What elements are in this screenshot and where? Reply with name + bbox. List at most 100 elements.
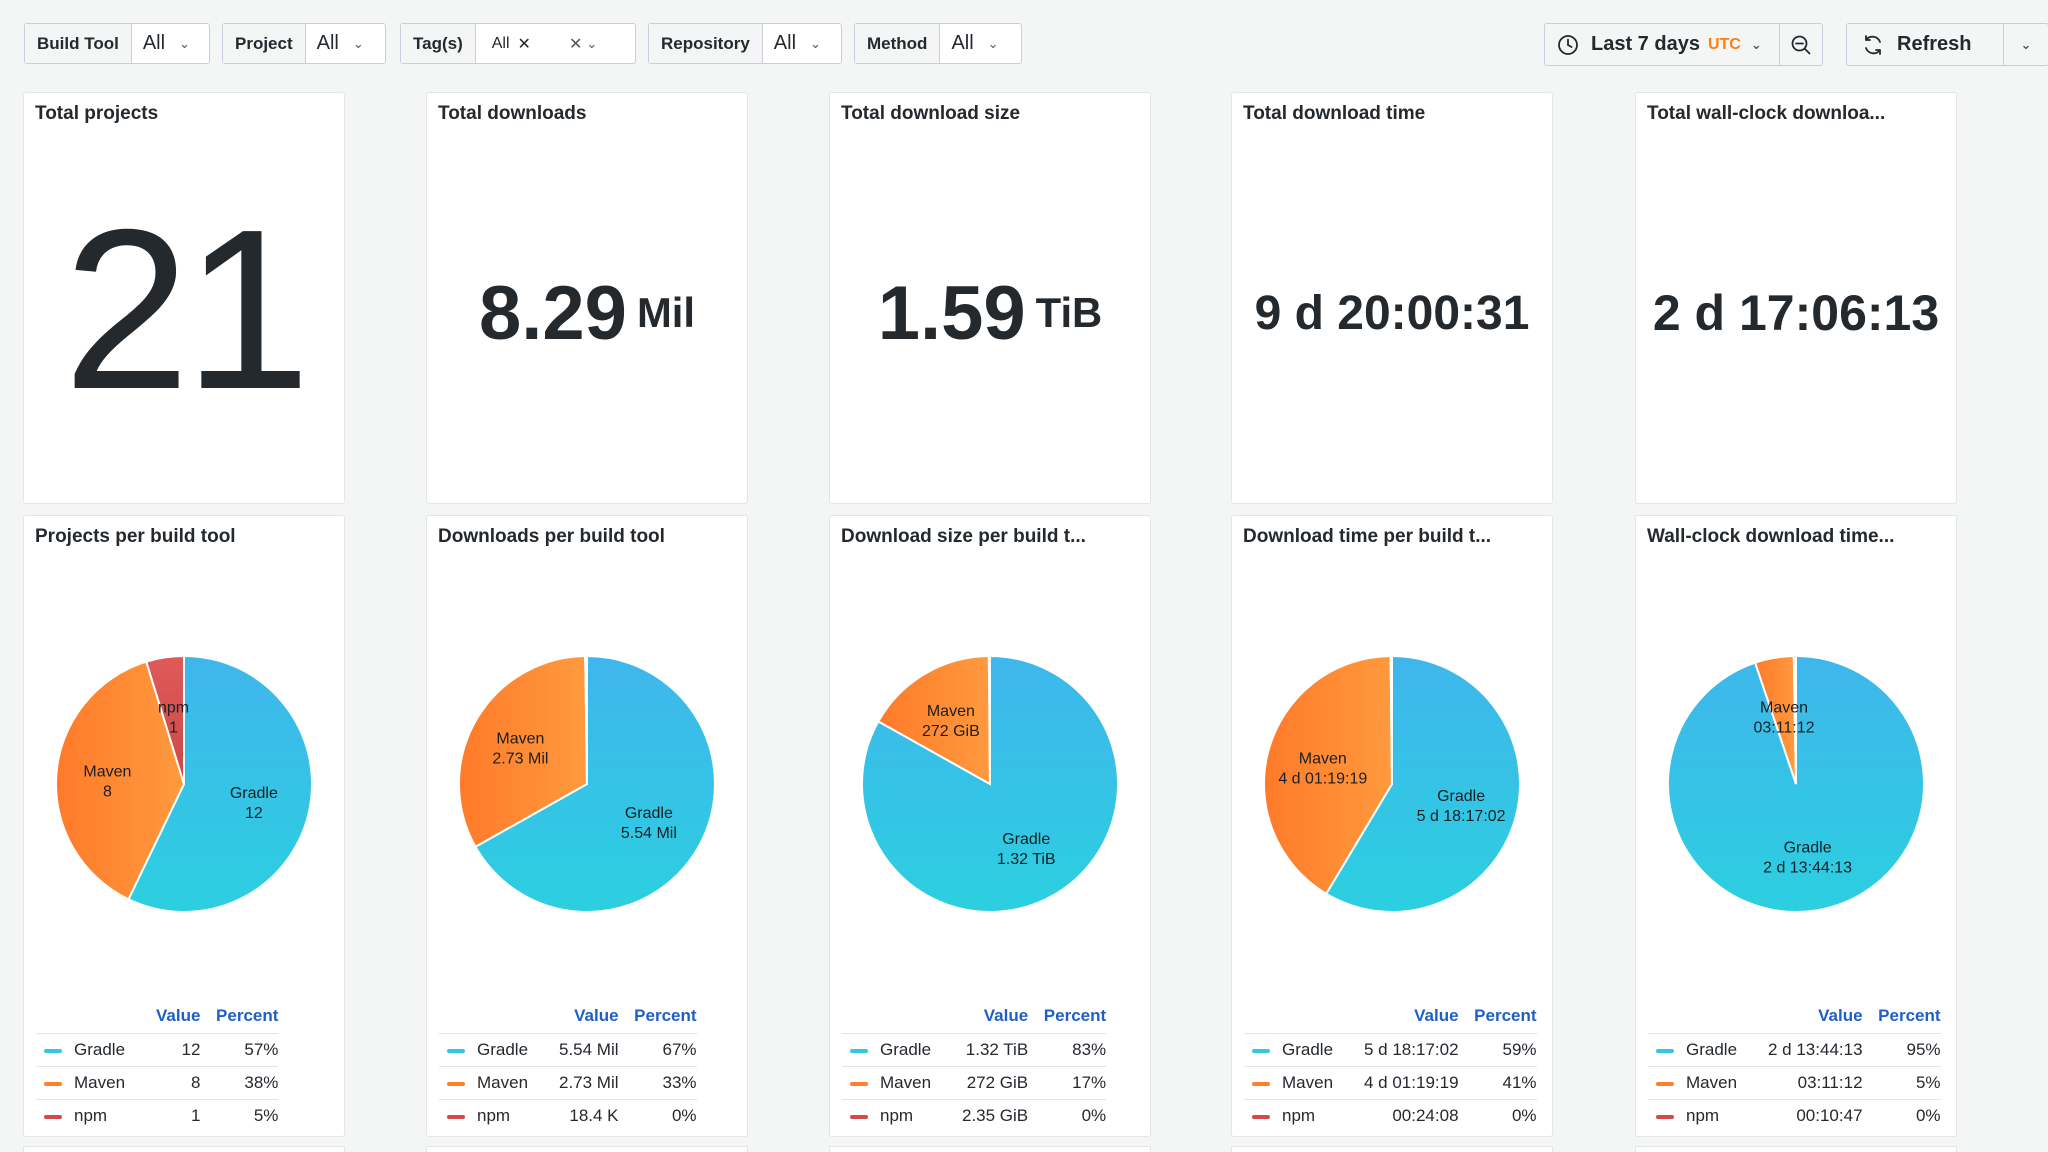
legend-series: npm bbox=[36, 1099, 156, 1132]
tags-select[interactable]: All ✕ ✕ ⌄ bbox=[476, 24, 609, 63]
pie-slice-gradle[interactable] bbox=[1324, 654, 1521, 913]
panel-title: Total download size bbox=[841, 103, 1021, 124]
legend-series-name: Maven bbox=[1282, 1073, 1334, 1092]
legend-swatch bbox=[1252, 1048, 1270, 1053]
chip-remove-icon[interactable]: ✕ bbox=[517, 35, 531, 53]
legend-value: 12 bbox=[156, 1033, 201, 1067]
legend-value: 18.4 K bbox=[559, 1099, 619, 1132]
legend-row[interactable]: Maven 03:11:12 5% bbox=[1648, 1066, 1941, 1100]
stat-number: 9 d 20:00:31 bbox=[1254, 286, 1530, 340]
pie-label-name: Gradle bbox=[1002, 831, 1050, 848]
legend-series-name: Maven bbox=[880, 1073, 932, 1092]
legend-percent-header[interactable]: Percent bbox=[1878, 1006, 1941, 1025]
legend-swatch bbox=[1656, 1048, 1674, 1053]
refresh-button[interactable]: Refresh bbox=[1846, 23, 2004, 66]
legend-value-header[interactable]: Value bbox=[156, 1006, 201, 1025]
legend-row[interactable]: npm 18.4 K 0% bbox=[439, 1099, 697, 1132]
legend-swatch bbox=[44, 1114, 62, 1119]
legend-row[interactable]: Maven 8 38% bbox=[36, 1066, 279, 1100]
time-range-picker[interactable]: Last 7 days UTC ⌄ bbox=[1544, 23, 1780, 66]
legend-value-header[interactable]: Value bbox=[574, 1006, 619, 1025]
legend-series-name: npm bbox=[880, 1106, 914, 1125]
legend-swatch bbox=[1252, 1114, 1270, 1119]
stat-number: 21 bbox=[63, 182, 311, 437]
pie-slice-maven[interactable] bbox=[458, 654, 589, 849]
legend-row[interactable]: npm 00:10:47 0% bbox=[1648, 1099, 1941, 1132]
chevron-down-icon: ⌄ bbox=[2020, 36, 2032, 52]
legend-row[interactable]: Gradle 2 d 13:44:13 95% bbox=[1648, 1033, 1941, 1067]
legend-name-header bbox=[36, 1005, 156, 1034]
refresh-interval-dropdown[interactable]: ⌄ bbox=[2003, 23, 2048, 66]
legend-value: 8 bbox=[156, 1066, 201, 1100]
pie-slice-gradle[interactable] bbox=[127, 654, 313, 913]
pie-label-value: 1.32 TiB bbox=[997, 851, 1056, 868]
pie-slice-maven[interactable] bbox=[1263, 654, 1394, 896]
legend-name-header bbox=[1648, 1005, 1768, 1034]
legend-series-name: npm bbox=[74, 1106, 108, 1125]
panel-title: Total projects bbox=[35, 103, 159, 124]
legend-percent: 17% bbox=[1028, 1066, 1107, 1100]
method-select[interactable]: All ⌄ bbox=[940, 24, 1009, 63]
legend-row[interactable]: Gradle 5.54 Mil 67% bbox=[439, 1033, 697, 1067]
method-label: Method bbox=[855, 24, 941, 63]
legend-percent: 0% bbox=[618, 1099, 697, 1132]
pie-label-name: Maven bbox=[496, 731, 544, 748]
legend-row[interactable]: Gradle 1.32 TiB 83% bbox=[842, 1033, 1107, 1067]
zoom-out-button[interactable] bbox=[1779, 23, 1823, 66]
chevron-down-icon: ⌄ bbox=[987, 35, 999, 51]
chevron-down-icon: ⌄ bbox=[586, 35, 598, 51]
legend-value-header[interactable]: Value bbox=[1818, 1006, 1863, 1025]
legend-value: 2 d 13:44:13 bbox=[1768, 1033, 1863, 1067]
pie-slice-gradle[interactable] bbox=[861, 654, 1119, 913]
pie-slice-gradle[interactable] bbox=[474, 654, 716, 913]
legend-percent: 5% bbox=[200, 1099, 279, 1132]
legend-percent-header[interactable]: Percent bbox=[1474, 1006, 1537, 1025]
pie-slice-maven[interactable] bbox=[876, 654, 992, 786]
panel-title: Projects per build tool bbox=[35, 526, 236, 547]
panel-title: Download size per build t... bbox=[841, 526, 1086, 547]
legend-value-header[interactable]: Value bbox=[1414, 1006, 1459, 1025]
legend-value: 272 GiB bbox=[962, 1066, 1029, 1100]
method-variable: Method All ⌄ bbox=[854, 23, 1022, 64]
legend-value-header[interactable]: Value bbox=[983, 1006, 1029, 1025]
next-row-panel-edge bbox=[23, 1146, 345, 1152]
pie-label-value: 5.54 Mil bbox=[621, 825, 677, 842]
build-tool-select[interactable]: All ⌄ bbox=[132, 24, 201, 63]
legend-value: 00:10:47 bbox=[1768, 1099, 1863, 1132]
pie-slice-npm[interactable] bbox=[584, 654, 588, 785]
legend-percent: 41% bbox=[1458, 1066, 1537, 1100]
pie-label-name: Maven bbox=[1760, 700, 1808, 717]
pie-slice-npm[interactable] bbox=[145, 654, 185, 785]
legend-row[interactable]: npm 00:24:08 0% bbox=[1244, 1099, 1537, 1132]
repository-select[interactable]: All ⌄ bbox=[763, 24, 832, 63]
legend-row[interactable]: Maven 4 d 01:19:19 41% bbox=[1244, 1066, 1537, 1100]
legend-row[interactable]: npm 2.35 GiB 0% bbox=[842, 1099, 1107, 1132]
pie-legend-table: Value Percent Gradle 2 d 13:44:13 95% Ma… bbox=[1648, 1005, 1941, 1132]
pie-slice-maven[interactable] bbox=[55, 660, 186, 901]
pie-slice-npm[interactable] bbox=[1389, 654, 1393, 785]
pie-chart: Gradle 12 Maven 8 npm 1 bbox=[55, 654, 313, 913]
legend-percent: 67% bbox=[618, 1033, 697, 1067]
pie-label-value: 272 GiB bbox=[922, 723, 980, 740]
project-variable: Project All ⌄ bbox=[222, 23, 386, 64]
stat-value: 2 d 17:06:13 bbox=[1636, 123, 1956, 503]
legend-series-name: npm bbox=[1282, 1106, 1316, 1125]
stat-number: 2 d 17:06:13 bbox=[1652, 285, 1940, 341]
chevron-down-icon: ⌄ bbox=[352, 35, 364, 51]
project-select[interactable]: All ⌄ bbox=[306, 24, 375, 63]
legend-row[interactable]: Maven 2.73 Mil 33% bbox=[439, 1066, 697, 1100]
legend-row[interactable]: Gradle 12 57% bbox=[36, 1033, 279, 1067]
legend-row[interactable]: npm 1 5% bbox=[36, 1099, 279, 1132]
pie-panel: Download time per build t... Gradle 5 d 1… bbox=[1231, 515, 1553, 1137]
legend-percent-header[interactable]: Percent bbox=[634, 1006, 697, 1025]
legend-row[interactable]: Maven 272 GiB 17% bbox=[842, 1066, 1107, 1100]
legend-row[interactable]: Gradle 5 d 18:17:02 59% bbox=[1244, 1033, 1537, 1067]
legend-percent-header[interactable]: Percent bbox=[1043, 1006, 1107, 1025]
clear-icon[interactable]: ✕ bbox=[568, 35, 583, 53]
chevron-down-icon: ⌄ bbox=[810, 35, 821, 51]
pie-panel: Projects per build tool Gradle 12 Maven 8 np… bbox=[23, 515, 345, 1137]
pie-slice-npm[interactable] bbox=[987, 654, 991, 785]
pie-slice-npm[interactable] bbox=[1792, 654, 1797, 785]
legend-percent-header[interactable]: Percent bbox=[216, 1006, 279, 1025]
legend-series: npm bbox=[842, 1099, 962, 1132]
